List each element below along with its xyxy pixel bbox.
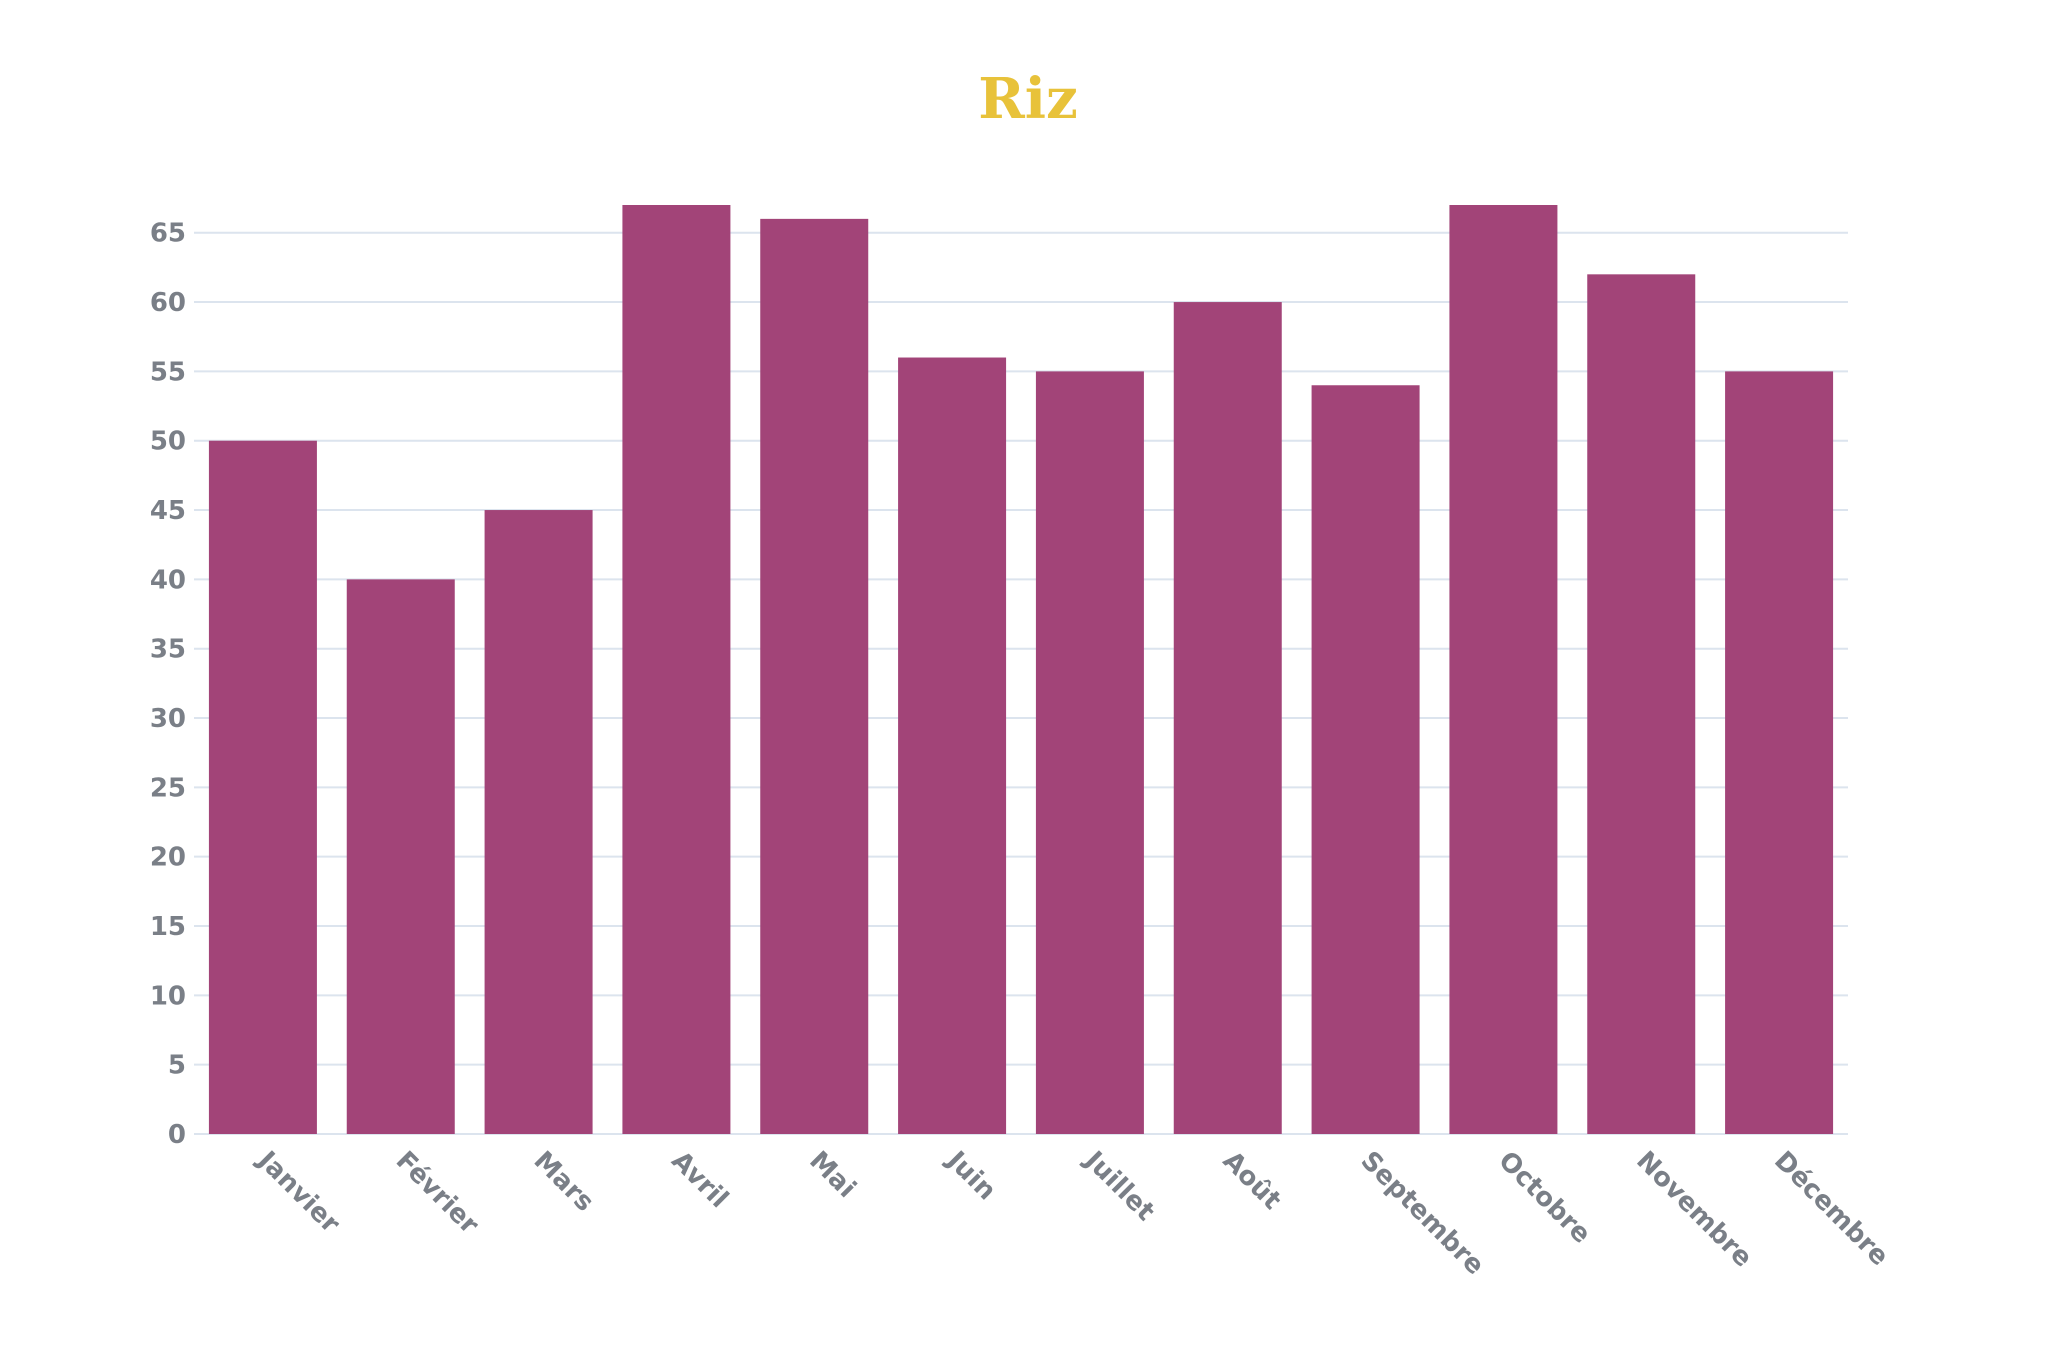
bar-septembre bbox=[1311, 385, 1420, 1134]
x-tick-label: Février bbox=[390, 1146, 485, 1241]
x-tick-label: Décembre bbox=[1768, 1146, 1894, 1272]
y-tick-label: 40 bbox=[150, 565, 186, 595]
bar-mars bbox=[484, 510, 593, 1134]
x-tick-label: Juillet bbox=[1078, 1144, 1161, 1227]
x-tick-label: Mai bbox=[803, 1146, 861, 1204]
bar-juin bbox=[898, 357, 1007, 1134]
y-tick-label: 25 bbox=[150, 773, 186, 803]
x-tick-label: Mars bbox=[528, 1146, 600, 1218]
x-tick-label: Août bbox=[1217, 1146, 1287, 1216]
y-tick-label: 45 bbox=[150, 496, 186, 526]
bar-février bbox=[346, 579, 455, 1134]
bar-novembre bbox=[1587, 274, 1696, 1134]
bars bbox=[208, 205, 1834, 1135]
x-tick-label: Juin bbox=[940, 1144, 1002, 1206]
y-tick-label: 30 bbox=[150, 704, 186, 734]
bar-juillet bbox=[1035, 371, 1144, 1134]
x-tick-label: Octobre bbox=[1492, 1146, 1596, 1250]
y-tick-label: 5 bbox=[168, 1051, 186, 1081]
y-tick-label: 0 bbox=[168, 1120, 186, 1150]
bar-mai bbox=[760, 218, 869, 1135]
bar-août bbox=[1173, 302, 1282, 1134]
y-axis-ticks: 0 5 10 15 20 25 30 35 40 45 50 55 60 65 bbox=[150, 219, 186, 1150]
y-tick-label: 10 bbox=[150, 981, 186, 1011]
bar-janvier bbox=[208, 440, 317, 1134]
x-tick-label: Septembre bbox=[1355, 1146, 1490, 1281]
y-tick-label: 20 bbox=[150, 843, 186, 873]
y-tick-label: 65 bbox=[150, 219, 186, 249]
y-tick-label: 55 bbox=[150, 357, 186, 387]
x-axis-labels: Janvier Février Mars Avril Mai Juin Juillet Aoû… bbox=[251, 1144, 1895, 1281]
bar-octobre bbox=[1449, 205, 1558, 1134]
x-tick-label: Avril bbox=[665, 1146, 733, 1214]
x-tick-label: Janvier bbox=[251, 1144, 346, 1239]
grid-lines bbox=[194, 231, 1848, 1135]
y-tick-label: 35 bbox=[150, 635, 186, 665]
bar-décembre bbox=[1725, 371, 1834, 1134]
y-tick-label: 15 bbox=[150, 912, 186, 942]
y-tick-label: 50 bbox=[150, 427, 186, 457]
bar-avril bbox=[622, 205, 731, 1134]
y-tick-label: 60 bbox=[150, 288, 186, 318]
x-tick-label: Novembre bbox=[1630, 1146, 1758, 1274]
chart-title: Riz bbox=[978, 66, 1078, 132]
